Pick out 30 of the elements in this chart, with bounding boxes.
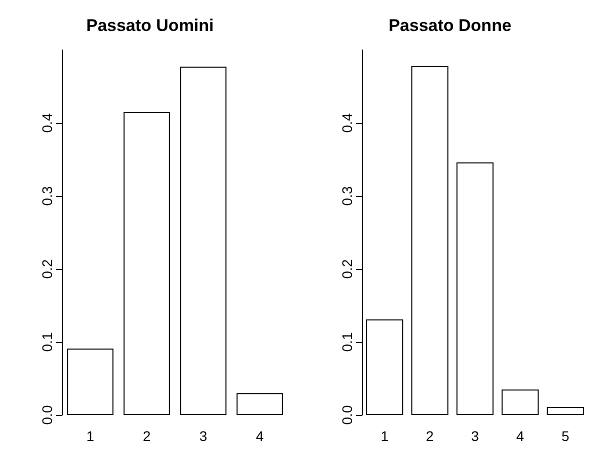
x-tick-label: 4 xyxy=(516,428,524,444)
bar xyxy=(546,406,584,415)
y-tick-label: 0.0 xyxy=(339,405,355,425)
x-tick-label: 3 xyxy=(471,428,480,444)
y-tick-label: 0.4 xyxy=(39,113,55,133)
x-tick-label: 1 xyxy=(86,428,94,444)
x-tick-label: 2 xyxy=(142,428,151,444)
y-tick-label: 0.0 xyxy=(39,405,55,425)
y-tick-label: 0.3 xyxy=(339,186,355,206)
x-tick-label: 1 xyxy=(380,428,389,444)
y-tick-label: 0.4 xyxy=(339,113,355,133)
y-tick-label: 0.2 xyxy=(39,259,55,279)
x-tick-label: 2 xyxy=(426,428,434,444)
y-tick-label: 0.2 xyxy=(339,259,355,279)
x-tick-label: 3 xyxy=(199,428,208,444)
y-tick-label: 0.1 xyxy=(39,332,55,352)
bar xyxy=(180,66,226,415)
y-tick-label: 0.3 xyxy=(39,186,55,206)
chart-title: Passato Donne xyxy=(388,16,512,35)
bar xyxy=(236,393,283,415)
x-tick-label: 4 xyxy=(256,428,264,444)
y-tick-label: 0.1 xyxy=(339,332,355,352)
bar xyxy=(411,66,448,415)
chart-title: Passato Uomini xyxy=(86,16,214,35)
bar xyxy=(502,389,539,415)
bar xyxy=(124,112,170,415)
bar xyxy=(67,348,114,415)
bar xyxy=(366,319,404,415)
bar xyxy=(456,162,494,415)
x-tick-label: 5 xyxy=(562,428,570,444)
